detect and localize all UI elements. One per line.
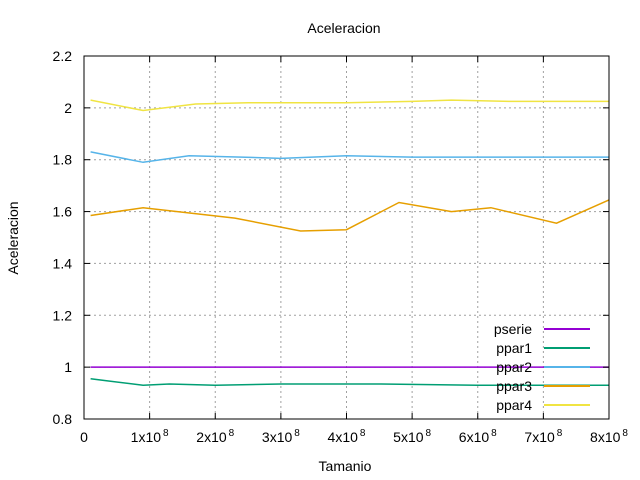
y-tick-label: 1 (64, 359, 72, 375)
legend-label-ppar3: ppar3 (496, 378, 532, 394)
y-tick-label: 0.8 (53, 411, 73, 427)
x-tick-label: 1x10 8 (131, 428, 169, 445)
series-line-ppar2 (90, 151, 609, 164)
series-line-ppar3 (90, 199, 610, 232)
legend-label-pserie: pserie (494, 321, 532, 337)
x-tick-label: 2x10 8 (196, 428, 234, 445)
grid (84, 56, 609, 419)
y-tick-label: 1.4 (53, 255, 73, 271)
x-tick-label: 4x10 8 (328, 428, 366, 445)
y-tick-label: 1.2 (53, 307, 73, 323)
x-tick-label: 7x10 8 (524, 428, 562, 445)
chart-title: Aceleracion (307, 20, 380, 36)
y-tick-label: 1.6 (53, 204, 73, 220)
x-tick-label: 6x10 8 (459, 428, 497, 445)
series-line-ppar1 (90, 378, 609, 387)
y-tick-label: 2 (64, 100, 72, 116)
series-line-ppar4 (90, 99, 609, 112)
axes: 0.8 1 1.2 1.4 1.6 1.8 2 2.2 0 1x10 8 2x10 8 3x10 8 4x10… (53, 48, 629, 445)
y-tick-label: 1.8 (53, 152, 73, 168)
y-tick-label: 2.2 (53, 48, 73, 64)
legend-label-ppar2: ppar2 (496, 359, 532, 375)
x-tick-label: 3x10 8 (262, 428, 300, 445)
legend-label-ppar1: ppar1 (496, 340, 532, 356)
x-tick-label: 8x10 8 (590, 428, 628, 445)
series-lines (90, 99, 610, 387)
x-tick-label: 0 (80, 429, 88, 445)
x-tick-label: 5x10 8 (393, 428, 431, 445)
x-axis-label: Tamanio (319, 458, 372, 474)
legend-label-ppar4: ppar4 (496, 397, 532, 413)
y-axis-label: Aceleracion (5, 201, 21, 274)
legend: pserie ppar1 ppar2 ppar3 ppar4 (494, 321, 590, 413)
